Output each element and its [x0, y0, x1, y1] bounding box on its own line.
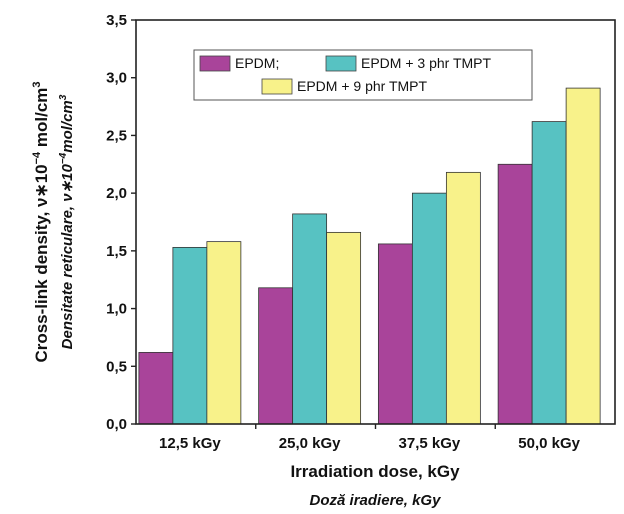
legend-box [193, 49, 533, 101]
bars-group [138, 87, 601, 425]
bar-series-2-cat-1 [326, 231, 362, 425]
y-tick-label: 3,0 [106, 70, 127, 87]
bar-series-1-cat-3 [531, 121, 567, 425]
y-axis-title: Cross-link density, ν∗10−4 mol/cm3 [31, 81, 51, 362]
legend-label-epdm-9phr: EPDM + 9 phr TMPT [297, 78, 428, 94]
bar-series-1-cat-1 [292, 213, 328, 425]
x-axis-title-secondary: Doză iradiere, kGy [310, 492, 442, 509]
x-axis-title: Irradiation dose, kGy [290, 462, 460, 481]
y-tick-label: 0,5 [106, 358, 127, 375]
legend-label-epdm-3phr: EPDM + 3 phr TMPT [361, 55, 492, 71]
legend-swatch-epdm [199, 55, 231, 72]
bar-series-2-cat-2 [445, 171, 481, 425]
legend-swatch-epdm-3phr [325, 55, 357, 72]
y-tick-label: 0,0 [106, 416, 127, 433]
bar-series-2-cat-0 [206, 241, 242, 425]
x-tick-label: 25,0 kGy [279, 435, 341, 452]
legend-swatch-epdm-9phr [261, 78, 293, 95]
y-tick-label: 2,5 [106, 127, 127, 144]
y-tick-label: 2,0 [106, 185, 127, 202]
bar-series-0-cat-3 [497, 163, 533, 425]
y-tick-label: 1,0 [106, 301, 127, 318]
legend: EPDM; EPDM + 3 phr TMPT EPDM + 9 phr TMP… [193, 49, 533, 101]
bar-series-1-cat-2 [411, 192, 447, 425]
bar-series-1-cat-0 [172, 246, 208, 425]
y-tick-label: 1,5 [106, 243, 127, 260]
bar-series-0-cat-0 [138, 352, 174, 425]
bar-series-2-cat-3 [565, 87, 601, 425]
x-tick-label: 50,0 kGy [518, 435, 580, 452]
x-tick-label: 37,5 kGy [399, 435, 461, 452]
legend-label-epdm: EPDM; [235, 55, 279, 71]
y-tick-label: 3,5 [106, 12, 127, 29]
y-axis: 0,0 0,5 1,0 1,5 2,0 2,5 3,0 3,5 [106, 12, 136, 433]
x-axis: 12,5 kGy 25,0 kGy 37,5 kGy 50,0 kGy [159, 424, 581, 452]
bar-series-0-cat-1 [258, 287, 294, 425]
y-axis-title-secondary: Densitate reticulare, ν∗10−4mol/cm3 [58, 94, 76, 349]
x-tick-label: 12,5 kGy [159, 435, 221, 452]
bar-series-0-cat-2 [377, 243, 413, 425]
